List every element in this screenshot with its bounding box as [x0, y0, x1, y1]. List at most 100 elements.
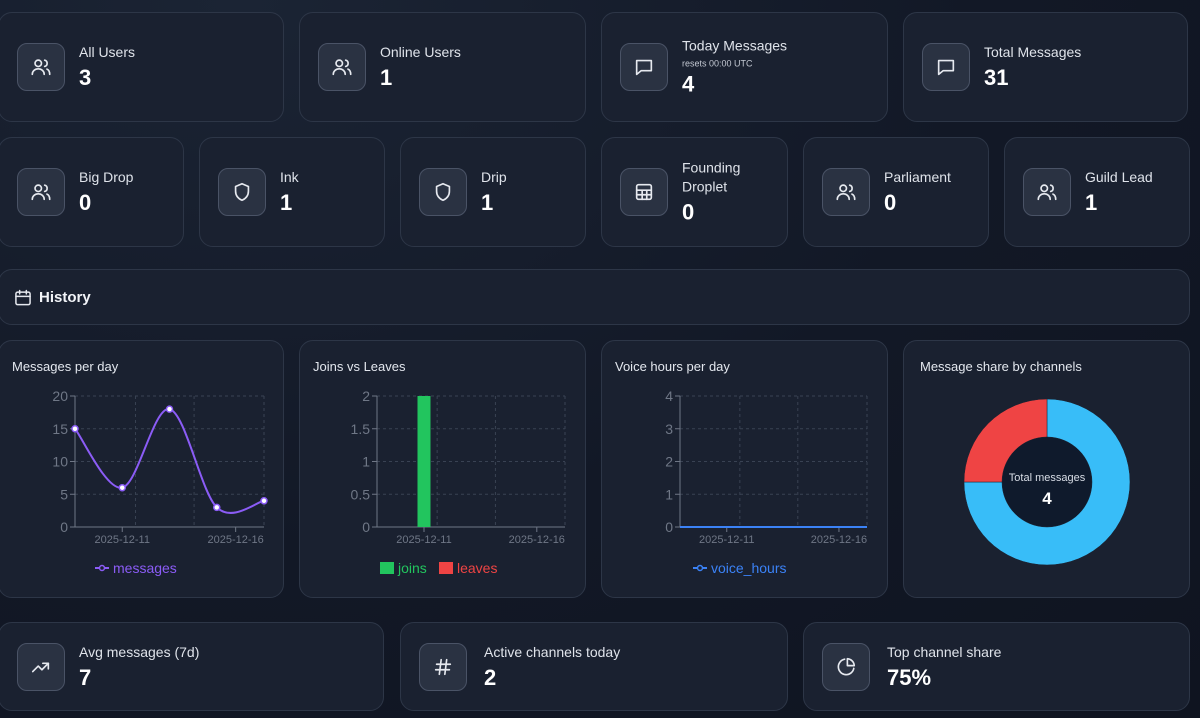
- users-icon: [1023, 168, 1071, 216]
- stat-value: 3: [79, 65, 92, 90]
- donut-center: [1002, 437, 1092, 527]
- y-tick-label: 10: [52, 454, 68, 470]
- legend-marker: [98, 564, 106, 572]
- chart-title: Joins vs Leaves: [313, 359, 406, 374]
- y-tick-label: 2: [665, 454, 673, 470]
- legend-label: voice_hours: [711, 560, 787, 576]
- stat-card-drip: Drip 1: [400, 137, 586, 247]
- stat-label: Online Users: [380, 44, 461, 60]
- y-tick-label: 0: [665, 519, 673, 535]
- y-tick-label: 2: [362, 388, 370, 404]
- stat-label: Ink: [280, 169, 299, 185]
- hash-icon: [419, 642, 467, 691]
- chart-title: Voice hours per day: [615, 359, 730, 374]
- legend-label: messages: [113, 560, 177, 576]
- stat-label: Drip: [481, 169, 507, 185]
- x-tick-label: 2025-12-11: [699, 534, 754, 546]
- pie-chart-icon: [822, 642, 870, 691]
- stat-label: All Users: [79, 44, 136, 60]
- stat-label: Avg messages (7d): [79, 643, 200, 660]
- donut-slice: [963, 398, 1131, 566]
- legend-label: leaves: [457, 560, 497, 576]
- y-tick-label: 0.5: [351, 486, 371, 502]
- chart-card-joins: Joins vs Leaves 0 0.5 1 1.5 2 2025-12-11 2025-…: [299, 340, 586, 598]
- donut-center-value: 4: [1042, 489, 1052, 508]
- stat-label: Big Drop: [79, 169, 134, 185]
- stat-card-ink: Ink 1: [199, 137, 385, 247]
- y-tick-label: 1: [665, 486, 673, 502]
- users-icon: [17, 43, 65, 91]
- y-tick-label: 1.5: [351, 421, 371, 437]
- shield-icon: [419, 168, 467, 216]
- y-tick-label: 4: [665, 388, 673, 404]
- stat-label: Founding Droplet: [682, 159, 741, 195]
- calendar-icon: [15, 289, 31, 306]
- grid-icon: [620, 168, 668, 216]
- series-line-messages: [74, 408, 265, 514]
- donut-slice: [963, 398, 1048, 483]
- chart-card-share: Message share by channels Total messages…: [903, 340, 1190, 598]
- legend-label: joins: [397, 560, 427, 576]
- stat-label: Today Messages: [682, 37, 788, 54]
- history-label: History: [39, 289, 91, 306]
- stat-card-today-messages: Today Messages resets 00:00 UTC 4: [601, 12, 888, 122]
- y-tick-label: 20: [52, 388, 68, 404]
- stat-value: 0: [79, 190, 92, 215]
- legend-swatch: [380, 562, 394, 574]
- data-point: [260, 497, 268, 505]
- bar-joins: [417, 396, 431, 527]
- stat-sublabel: resets 00:00 UTC: [682, 58, 753, 69]
- stat-value: 31: [984, 65, 1009, 90]
- x-tick-label: 2025-12-16: [208, 534, 264, 546]
- legend-swatch: [439, 562, 453, 574]
- history-header[interactable]: History: [0, 269, 1190, 325]
- x-tick-label: 2025-12-11: [396, 534, 451, 546]
- chart-title: Messages per day: [12, 359, 119, 374]
- chart-title: Message share by channels: [920, 359, 1082, 374]
- data-point: [213, 503, 221, 512]
- stat-value: 75%: [887, 664, 932, 690]
- stat-label: Guild Lead: [1085, 169, 1153, 185]
- joins-bar-chart: 0 0.5 1 1.5 2 2025-12-11 2025-12-16 joins leaves: [351, 388, 566, 576]
- messages-line-chart: 0 5 10 15 20 2025-12-11 2025-12-16 messages: [52, 388, 268, 576]
- users-icon: [318, 43, 366, 91]
- stat-card-parliament: Parliament 0: [803, 137, 989, 247]
- stat-value: 7: [79, 664, 92, 690]
- shield-icon: [218, 168, 266, 216]
- stat-label: Parliament: [884, 169, 951, 185]
- stat-value: 1: [280, 190, 293, 215]
- stat-value: 1: [481, 190, 494, 215]
- x-tick-label: 2025-12-16: [811, 534, 867, 546]
- chart-card-voice: Voice hours per day 0 1 2 3 4 2025-12-11 2025-…: [601, 340, 888, 598]
- share-donut-chart: Total messages 4: [963, 398, 1131, 566]
- message-icon: [620, 43, 668, 91]
- donut-center-label: Total messages: [1009, 472, 1086, 484]
- data-point: [71, 425, 79, 433]
- users-icon: [17, 168, 65, 216]
- y-tick-label: 3: [665, 421, 673, 437]
- stat-card-all-users: All Users 3: [0, 12, 284, 122]
- stat-card-active-channels: Active channels today 2: [400, 622, 788, 711]
- data-point: [165, 405, 174, 413]
- x-tick-label: 2025-12-16: [509, 534, 565, 546]
- y-tick-label: 15: [52, 421, 68, 437]
- y-tick-label: 0: [60, 519, 68, 535]
- stat-value: 1: [1085, 190, 1098, 215]
- x-tick-label: 2025-12-11: [95, 534, 150, 546]
- stat-card-total-messages: Total Messages 31: [903, 12, 1188, 122]
- voice-line-chart: 0 1 2 3 4 2025-12-11 2025-12-16 voice_hours: [665, 388, 868, 576]
- stat-value: 1: [380, 65, 393, 90]
- stat-card-top-channel-share: Top channel share 75%: [803, 622, 1190, 711]
- data-point: [118, 483, 126, 492]
- stat-value: 4: [682, 71, 695, 97]
- stat-card-avg-messages: Avg messages (7d) 7: [0, 622, 384, 711]
- users-icon: [822, 168, 870, 216]
- y-tick-label: 0: [362, 519, 370, 535]
- message-icon: [922, 43, 970, 91]
- chart-card-messages: Messages per day 0 5 10 15 20 2025-12-11 2025-…: [0, 340, 284, 598]
- stat-label: Total Messages: [984, 44, 1082, 60]
- stat-card-big-drop: Big Drop 0: [0, 137, 184, 247]
- y-tick-label: 1: [362, 454, 370, 470]
- stat-value: 2: [484, 664, 497, 690]
- stat-card-founding-droplet: Founding Droplet 0: [601, 137, 788, 247]
